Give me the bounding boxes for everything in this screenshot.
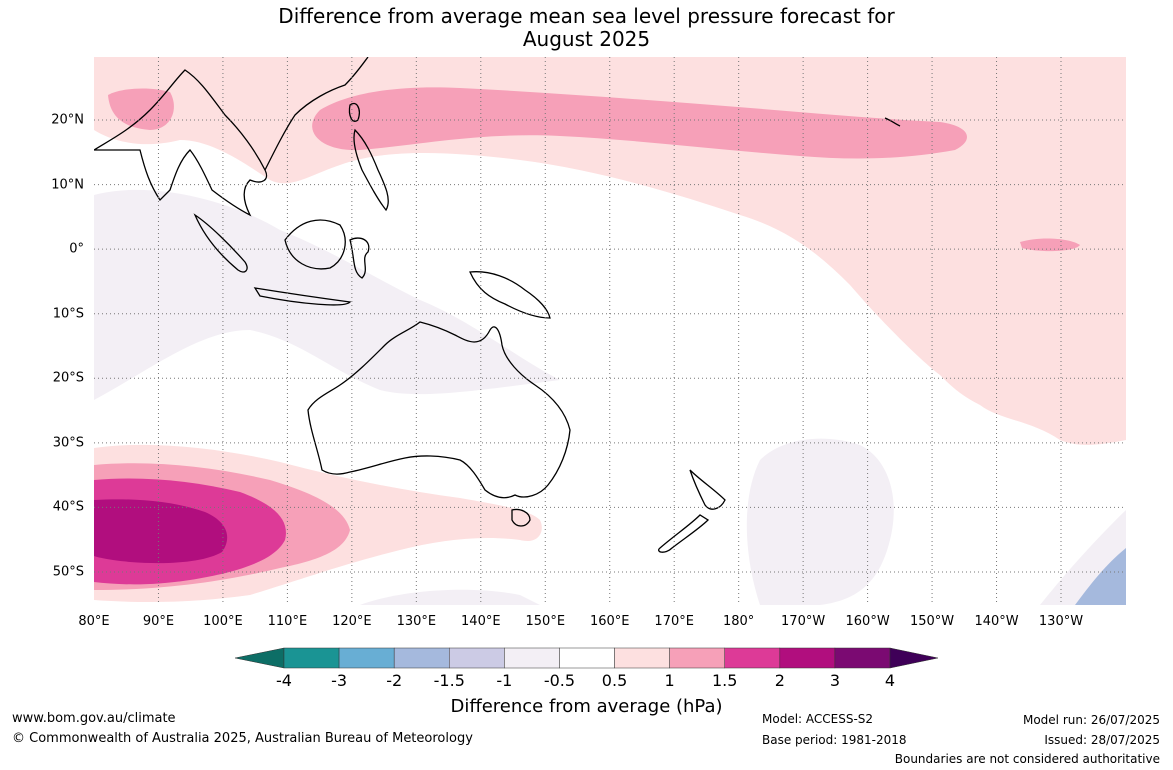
tasmania-coastline [511,508,531,527]
colorbar-segment [834,647,891,669]
colorbar-label: Difference from average (hPa) [450,696,723,717]
colorbar-tick: 2 [774,671,785,690]
hawaii-coastline [884,117,901,127]
x-tick-label: 160°E [589,614,630,629]
colorbar-segment [393,647,450,669]
java-coastline [253,287,352,306]
positive-anomaly-south-2hpa [94,499,228,564]
colorbar-tick: -0.5 [543,671,576,690]
colorbar-segment [338,647,395,669]
x-tick-label: 90°E [142,614,175,629]
colorbar-segment [504,647,560,669]
x-tick-label: 170°W [781,614,826,629]
chart-title-line1: Difference from average mean sea level p… [278,4,895,28]
negative-anomaly-south-region [360,589,540,605]
borneo-coastline [284,219,346,270]
negative-anomaly-west-region [94,189,560,400]
y-tick-label: 10°N [51,177,84,193]
gridlines [94,57,1126,605]
sumatra-coastline [193,213,248,273]
footer-issued: Issued: 28/07/2025 [1044,733,1160,747]
coastlines [94,57,901,553]
x-tick-label: 150°E [525,614,566,629]
negative-anomaly-se-corner-inner [1075,548,1126,605]
positive-anomaly-band-1hpa-west [108,88,174,130]
footer-website: www.bom.gov.au/climate [12,711,176,726]
colorbar-tick: 1 [664,671,675,690]
x-tick-label: 120°E [332,614,372,629]
y-tick-label: 30°S [52,435,84,451]
y-tick-label: 50°S [52,564,84,580]
colorbar-tick: -4 [276,671,292,690]
colorbar-extend-high [889,647,939,669]
footer-model-run: Model run: 26/07/2025 [1022,713,1160,727]
colorbar-tick: 1.5 [711,671,738,690]
chart-title-line2: August 2025 [522,27,651,51]
australia-coastline [307,321,571,499]
colorbar-segment [614,647,670,669]
x-tick-label: 100°E [203,614,243,629]
negative-anomaly-nz-region [746,438,894,605]
colorbar-segment [559,647,615,669]
colorbar-tick: -2 [386,671,403,690]
x-tick-label: 80°E [78,614,110,629]
x-tick-label: 180° [722,614,755,629]
footer-copyright: © Commonwealth of Australia 2025, Austra… [12,731,473,746]
colorbar-tick: 0.5 [601,671,628,690]
y-tick-label: 40°S [52,499,84,515]
footer-model: Model: ACCESS-S2 [762,712,874,726]
x-tick-label: 160°W [845,614,890,629]
china-coastline [264,57,369,171]
y-tick-label: 0° [69,241,84,257]
philippines-coastline [353,128,389,212]
footer-disclaimer: Boundaries are not considered authoritat… [894,752,1160,766]
footer-base-period: Base period: 1981-2018 [762,733,907,747]
colorbar-extend-low [234,647,285,669]
colorbar-segment [724,647,781,669]
x-tick-label: 110°E [267,614,308,629]
colorbar-tick: 3 [829,671,840,690]
colorbar-segment [449,647,505,669]
colorbar-segment [669,647,725,669]
x-tick-label: 170°E [654,614,694,629]
x-tick-label: 150°W [909,614,955,629]
sulawesi-coastline [349,237,370,279]
x-tick-label: 130°E [396,614,437,629]
y-tick-label: 20°S [52,370,84,386]
colorbar [234,647,939,669]
colorbar-tick: -1 [496,671,513,690]
x-tick-label: 140°E [461,614,501,629]
y-tick-label: 20°N [51,112,84,128]
colorbar-tick: -3 [331,671,348,690]
x-tick-label: 140°W [974,614,1019,629]
positive-anomaly-equator-patch [1020,238,1080,252]
new-zealand-north-coastline [689,469,726,510]
colorbar-segment [283,647,340,669]
new-zealand-south-coastline [658,514,710,553]
asia-mainland-coastline [94,69,268,217]
y-tick-label: 10°S [52,306,84,322]
new-guinea-coastline [469,271,551,319]
colorbar-tick: -1.5 [433,671,465,690]
colorbar-tick: 4 [884,671,896,690]
x-tick-label: 130°W [1038,614,1084,629]
positive-anomaly-band-1hpa [312,87,967,159]
colorbar-segment [779,647,836,669]
anomaly-fields [94,57,1126,605]
